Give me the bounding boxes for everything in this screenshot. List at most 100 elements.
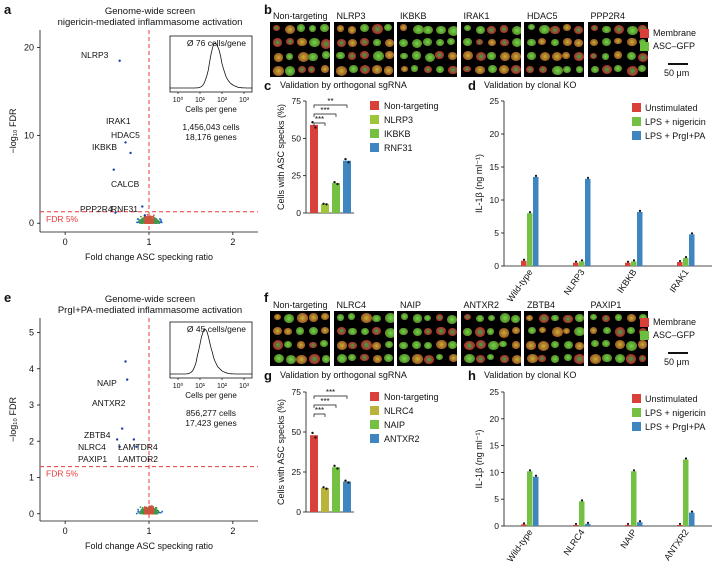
bar-wild-type-2 — [533, 176, 539, 266]
replicate-dot — [580, 499, 584, 502]
volcano-e-title-1: Genome-wide screen — [104, 294, 196, 305]
cell — [320, 340, 328, 348]
replicate-dot — [522, 522, 526, 525]
cell — [399, 327, 408, 336]
cell — [498, 64, 509, 74]
strip-label-zbtb4: ZBTB4 — [527, 300, 556, 310]
bar-irak1-1 — [683, 258, 689, 266]
cell — [614, 314, 623, 322]
cell — [321, 313, 329, 321]
cell — [448, 25, 457, 36]
panel-g-title: Validation by orthogonal sgRNA — [280, 370, 407, 380]
legend-swatch — [632, 408, 641, 417]
legend-label: NAIP — [384, 420, 405, 430]
bar-wild-type-0 — [521, 524, 527, 526]
gene-point — [141, 217, 144, 220]
y-tick-label: 1 — [29, 473, 34, 483]
gene-point — [141, 510, 144, 513]
bar-nlrc4-2 — [585, 523, 591, 526]
cell — [551, 51, 563, 62]
cell — [591, 24, 599, 32]
cell — [476, 340, 487, 350]
cell — [589, 39, 598, 47]
cell — [321, 355, 330, 363]
cell — [424, 354, 435, 364]
cell — [436, 25, 446, 35]
cell — [360, 313, 372, 323]
x-tick-label: Wild-type — [505, 527, 535, 563]
cell — [626, 313, 636, 322]
replicate-dot — [678, 259, 682, 263]
replicate-dot — [322, 486, 325, 489]
highlighted-gene-point — [115, 438, 119, 441]
gene-point — [154, 507, 157, 510]
panel-c-title: Validation by orthogonal sgRNA — [280, 80, 407, 90]
cell — [348, 64, 358, 73]
gene-label-calcb: CALCB — [111, 179, 140, 189]
replicate-dot — [586, 176, 590, 179]
y-tick-label: 0 — [296, 507, 301, 517]
x-tick-label: 0 — [63, 237, 68, 247]
replicate-dot — [678, 522, 682, 526]
legend-label: RNF31 — [384, 143, 413, 153]
cell — [285, 355, 296, 364]
gene-point — [142, 218, 145, 221]
legend-label: Non-targeting — [384, 392, 439, 402]
cell — [526, 353, 538, 364]
gene-point — [142, 221, 145, 224]
panel-label-b: b — [264, 2, 272, 17]
y-tick-label: 0 — [494, 521, 499, 531]
replicate-dot — [314, 126, 317, 129]
cell — [297, 313, 308, 323]
cell — [361, 327, 369, 335]
legend-asc-b: ASC–GFP — [653, 41, 696, 51]
cell — [574, 52, 584, 62]
cell — [475, 314, 484, 322]
legend-label: Unstimulated — [645, 103, 698, 113]
cell — [347, 52, 357, 60]
y-tick-label: 4 — [29, 364, 34, 374]
cell — [448, 341, 457, 349]
cell — [563, 314, 573, 324]
cell — [602, 340, 610, 348]
highlighted-gene-point — [126, 378, 129, 381]
bar-nlrc4-0 — [573, 524, 579, 526]
cell — [602, 38, 612, 46]
cell — [384, 24, 392, 32]
cell — [412, 313, 423, 323]
significance-bracket — [313, 413, 326, 417]
cell — [463, 38, 473, 46]
micrograph-irak1 — [460, 22, 521, 77]
replicate-dot — [347, 481, 350, 484]
cell — [273, 353, 284, 363]
cell — [384, 354, 394, 363]
cell — [320, 326, 330, 335]
asc-gfp-swatch — [640, 331, 649, 340]
y-axis-label: −log₁₀ FDR — [8, 396, 18, 442]
gene-label-zbtb4: ZBTB4 — [84, 430, 111, 440]
cell — [399, 341, 408, 350]
bar-antxr2-2 — [689, 512, 695, 526]
replicate-dot — [344, 479, 347, 482]
replicate-dot — [311, 431, 314, 435]
cell — [563, 353, 572, 361]
cell — [284, 328, 292, 335]
cell — [372, 24, 383, 35]
replicate-dot — [580, 259, 584, 262]
legend-label: NLRC4 — [384, 406, 414, 416]
micrograph-antxr2 — [460, 311, 521, 366]
y-tick-label: 2 — [29, 436, 34, 446]
cell — [348, 328, 357, 336]
y-tick-label: 75 — [292, 387, 302, 397]
gene-point — [149, 509, 152, 511]
legend-swatch — [370, 115, 379, 124]
gene-point — [150, 510, 153, 513]
y-axis-label: Cells with ASC specks (%) — [276, 104, 286, 210]
cell — [511, 52, 521, 61]
y-tick-label: 25 — [292, 171, 302, 181]
cell — [463, 340, 475, 351]
bar-nlrp3-2 — [585, 178, 591, 266]
replicate-dot — [690, 232, 694, 235]
legend-swatch — [370, 101, 379, 110]
